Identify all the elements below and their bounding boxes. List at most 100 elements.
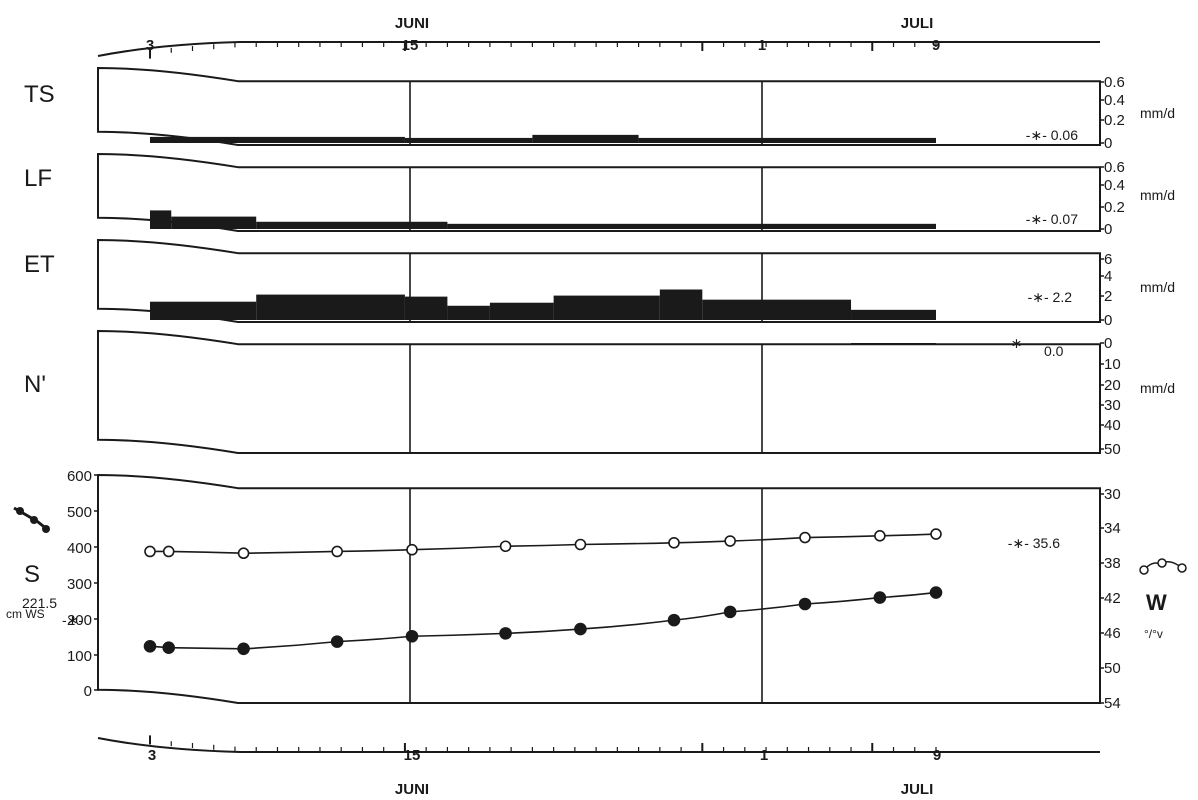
series-point-s-11 (929, 586, 943, 599)
bar-ts-3 (638, 137, 936, 143)
w-axis-name: W (1146, 590, 1167, 615)
series-point-s-8 (723, 605, 737, 619)
right-tick-label-3-3: 30 (1104, 397, 1121, 414)
series-point-s-4 (405, 629, 419, 643)
series-point-w-3 (331, 545, 343, 558)
left-tick-label-1: 500 (67, 504, 92, 521)
bottom-day-label-9: 9 (933, 747, 941, 764)
s-mean-marker: -∗- (62, 612, 83, 628)
bar-ts-1 (404, 137, 533, 143)
right-tick-label-1-2: 0.2 (1104, 199, 1125, 216)
series-point-w-5 (499, 540, 512, 553)
bar-et-6 (659, 289, 703, 320)
left-tick-label-5: 100 (67, 648, 92, 665)
right-tick-label-1-1: 0.4 (1104, 177, 1125, 194)
unit-ts: mm/d (1140, 105, 1175, 121)
unit-n: mm/d (1140, 380, 1175, 396)
series-point-w-6 (574, 538, 587, 551)
bar-lf-2 (256, 221, 448, 229)
bar-et-8 (851, 309, 936, 320)
right-tick-label-0-0: 0.6 (1104, 74, 1125, 91)
bottom-day-label-1: 1 (760, 747, 768, 764)
bottom-month-label-juli: JULI (901, 781, 934, 798)
bar-et-5 (553, 295, 660, 320)
series-point-s-3 (330, 635, 344, 648)
series-line-s (149, 591, 937, 650)
bottom-month-label-juni: JUNI (395, 781, 429, 798)
bar-n-0 (851, 343, 936, 345)
panel-label-et: ET (24, 251, 55, 278)
s-right-tick-label-3: 42 (1104, 590, 1121, 607)
filled-dot-0 (16, 507, 24, 515)
top-day-label-3: 3 (146, 37, 154, 54)
series-point-s-7 (667, 613, 681, 627)
s-right-tick-label-1: 34 (1104, 520, 1121, 537)
series-line-w (149, 533, 937, 555)
bar-lf-1 (171, 216, 257, 229)
series-point-w-8 (724, 535, 736, 547)
right-tick-label-0-2: 0.2 (1104, 112, 1125, 129)
open-dots-line-icon (1139, 558, 1187, 575)
filled-dot-1 (30, 516, 38, 524)
top-day-label-15: 15 (402, 37, 419, 54)
bar-ts-0 (150, 136, 405, 143)
w-axis-unit: °/°v (1144, 627, 1163, 641)
panel-frame-4 (97, 473, 1101, 704)
panel-frame-0 (97, 66, 1101, 146)
series-point-w-1 (162, 545, 175, 558)
bar-et-1 (256, 294, 405, 320)
mean-marker-n: -∗- (1006, 335, 1027, 351)
mean-value-n: 0.0 (1044, 343, 1064, 359)
bottom-day-label-3: 3 (148, 747, 156, 764)
filled-dot-2 (42, 525, 50, 533)
open-dot-2 (1177, 563, 1187, 573)
right-tick-label-2-1: 4 (1104, 268, 1112, 285)
right-tick-label-3-0: 0 (1104, 335, 1112, 352)
s-right-tick-label-6: 54 (1104, 695, 1121, 712)
left-tick-label-0: 600 (67, 468, 92, 485)
right-tick-label-2-3: 0 (1104, 312, 1112, 329)
bar-ts-2 (532, 134, 639, 143)
s-right-tick-label-4: 46 (1104, 625, 1121, 642)
series-point-s-2 (237, 642, 250, 656)
unit-lf: mm/d (1140, 187, 1175, 203)
panel-frame-1 (97, 152, 1101, 232)
bar-lf-3 (447, 223, 936, 229)
left-tick-label-3: 300 (67, 576, 92, 593)
right-tick-label-3-5: 50 (1104, 441, 1121, 458)
mean-label-lf: -∗- 0.07 (1026, 211, 1078, 227)
series-point-s-1 (162, 641, 176, 655)
s-right-tick-label-2: 38 (1104, 555, 1121, 572)
right-tick-label-2-2: 2 (1104, 288, 1112, 305)
bar-et-2 (404, 296, 448, 320)
mean-label-et: -∗- 2.2 (1028, 289, 1073, 305)
left-tick-label-4: 200 (67, 612, 92, 629)
s-left-unit: cm WS (6, 607, 45, 621)
mean-label-ts: -∗- 0.06 (1026, 127, 1078, 143)
top-day-label-1: 1 (758, 37, 766, 54)
s-right-tick-label-5: 50 (1104, 660, 1121, 677)
series-point-w-7 (668, 536, 680, 549)
right-tick-label-3-2: 20 (1104, 377, 1121, 394)
right-tick-label-2-0: 6 (1104, 251, 1112, 268)
top-date-axis-line (97, 41, 1100, 57)
series-point-w-11 (930, 528, 942, 540)
series-point-w-10 (874, 529, 886, 542)
series-point-w-4 (406, 543, 418, 556)
s-mean-value: 221.5 (22, 595, 57, 611)
bar-et-0 (150, 301, 257, 320)
series-point-s-9 (798, 597, 812, 611)
panel-label-s: S (24, 561, 40, 588)
left-tick-label-6: 0 (84, 683, 92, 700)
bottom-day-label-15: 15 (404, 747, 421, 764)
panel-label-ts: TS (24, 81, 55, 108)
bar-et-7 (702, 299, 852, 320)
bottom-date-axis-line (97, 737, 1100, 753)
bar-et-4 (489, 302, 554, 320)
top-day-label-9: 9 (932, 37, 940, 54)
bar-lf-0 (150, 210, 172, 229)
right-tick-label-3-4: 40 (1104, 417, 1121, 434)
series-point-s-10 (873, 591, 887, 604)
s-right-tick-label-0: 30 (1104, 486, 1121, 503)
